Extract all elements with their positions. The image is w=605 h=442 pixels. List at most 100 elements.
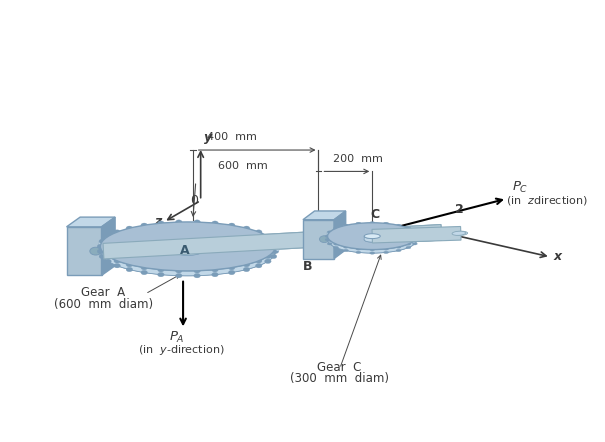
Ellipse shape — [396, 228, 401, 230]
Polygon shape — [255, 232, 262, 237]
Ellipse shape — [370, 252, 374, 254]
Polygon shape — [356, 223, 361, 227]
Ellipse shape — [99, 244, 106, 248]
Ellipse shape — [270, 244, 277, 248]
Polygon shape — [103, 225, 442, 259]
Polygon shape — [243, 228, 250, 233]
Ellipse shape — [194, 274, 200, 278]
Ellipse shape — [264, 254, 271, 259]
Ellipse shape — [272, 249, 279, 254]
Ellipse shape — [97, 249, 103, 254]
Ellipse shape — [175, 220, 182, 224]
Polygon shape — [406, 228, 411, 232]
Polygon shape — [396, 225, 401, 229]
Polygon shape — [412, 232, 417, 236]
Ellipse shape — [327, 243, 332, 245]
Ellipse shape — [194, 269, 200, 273]
Ellipse shape — [384, 248, 388, 250]
Ellipse shape — [141, 266, 148, 270]
Ellipse shape — [105, 234, 111, 239]
Ellipse shape — [126, 263, 132, 267]
Text: $P_C$: $P_C$ — [512, 180, 528, 195]
Polygon shape — [303, 220, 334, 259]
Polygon shape — [114, 232, 120, 237]
Ellipse shape — [243, 226, 250, 230]
Polygon shape — [141, 225, 148, 230]
Ellipse shape — [396, 249, 401, 252]
Ellipse shape — [412, 243, 417, 245]
Ellipse shape — [229, 223, 235, 228]
Polygon shape — [103, 225, 442, 259]
Polygon shape — [100, 247, 275, 276]
Ellipse shape — [396, 246, 401, 248]
Ellipse shape — [344, 249, 348, 252]
Ellipse shape — [406, 227, 411, 229]
Polygon shape — [158, 223, 164, 228]
Ellipse shape — [114, 230, 120, 234]
Ellipse shape — [356, 226, 361, 228]
Ellipse shape — [105, 259, 111, 263]
Ellipse shape — [414, 235, 419, 237]
Ellipse shape — [344, 224, 348, 226]
Ellipse shape — [212, 272, 218, 277]
Ellipse shape — [327, 239, 332, 241]
Polygon shape — [102, 217, 115, 275]
Ellipse shape — [158, 226, 164, 230]
Text: A: A — [180, 244, 190, 257]
Ellipse shape — [99, 249, 106, 254]
Polygon shape — [105, 236, 111, 241]
Ellipse shape — [141, 223, 148, 228]
Ellipse shape — [356, 248, 361, 250]
Ellipse shape — [229, 266, 235, 270]
Ellipse shape — [126, 231, 132, 235]
Text: Gear  A: Gear A — [82, 286, 125, 299]
Ellipse shape — [406, 231, 411, 233]
Ellipse shape — [344, 228, 348, 230]
Text: 200  mm: 200 mm — [333, 154, 383, 164]
Ellipse shape — [364, 237, 381, 242]
Ellipse shape — [333, 231, 339, 233]
Text: (in  $z$direction): (in $z$direction) — [506, 194, 587, 207]
Ellipse shape — [99, 254, 106, 259]
Polygon shape — [414, 236, 419, 240]
Ellipse shape — [126, 267, 132, 272]
Ellipse shape — [384, 226, 388, 228]
Ellipse shape — [434, 230, 449, 235]
Ellipse shape — [264, 234, 271, 239]
Polygon shape — [212, 223, 218, 228]
Ellipse shape — [141, 228, 148, 232]
Polygon shape — [384, 223, 388, 227]
Ellipse shape — [105, 254, 111, 259]
Polygon shape — [344, 225, 348, 229]
Ellipse shape — [333, 246, 339, 249]
Text: 2: 2 — [455, 203, 463, 216]
Polygon shape — [67, 217, 115, 227]
Ellipse shape — [396, 224, 401, 226]
Text: 0: 0 — [190, 194, 198, 206]
Ellipse shape — [229, 228, 235, 232]
Ellipse shape — [105, 239, 111, 244]
Polygon shape — [364, 236, 381, 242]
Polygon shape — [99, 241, 106, 246]
Ellipse shape — [97, 244, 103, 249]
Ellipse shape — [327, 226, 417, 253]
Ellipse shape — [212, 226, 218, 230]
Ellipse shape — [158, 272, 164, 277]
Ellipse shape — [255, 235, 262, 239]
Ellipse shape — [327, 231, 332, 233]
Ellipse shape — [114, 235, 120, 239]
Ellipse shape — [270, 239, 277, 244]
Ellipse shape — [327, 223, 417, 250]
Ellipse shape — [255, 230, 262, 234]
Ellipse shape — [141, 271, 148, 275]
Ellipse shape — [243, 267, 250, 272]
Ellipse shape — [255, 263, 262, 268]
Ellipse shape — [406, 246, 411, 249]
Ellipse shape — [114, 259, 120, 263]
Ellipse shape — [90, 247, 102, 255]
Ellipse shape — [100, 222, 275, 271]
Polygon shape — [126, 228, 132, 233]
Ellipse shape — [175, 225, 182, 229]
Ellipse shape — [319, 236, 329, 243]
Ellipse shape — [243, 263, 250, 267]
